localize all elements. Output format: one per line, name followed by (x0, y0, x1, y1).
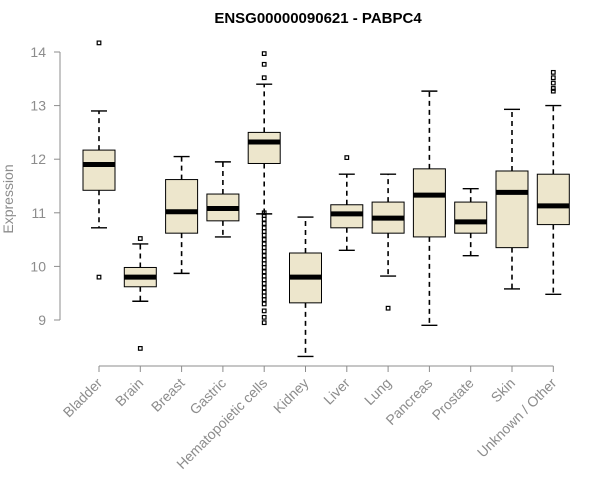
outlier-point (261, 273, 267, 279)
iqr-box (495, 170, 529, 249)
outlier-point (261, 51, 267, 57)
outlier-point (261, 225, 267, 231)
x-tick-label: Liver (320, 375, 353, 408)
x-tick-label: Lung (361, 375, 394, 408)
y-tick-label: 11 (31, 205, 46, 221)
outlier-point (261, 261, 267, 267)
box-group (371, 173, 405, 311)
outlier-point (261, 237, 267, 243)
iqr-box (165, 179, 199, 234)
box-group (123, 236, 157, 351)
outlier-point (550, 69, 556, 75)
outlier-point (261, 248, 267, 254)
outlier-point (261, 221, 267, 226)
outlier-point (261, 277, 267, 283)
y-tick-label: 13 (30, 98, 46, 114)
outlier-point (261, 257, 267, 263)
outlier-point (261, 216, 267, 222)
iqr-box (454, 201, 488, 234)
outlier-point (261, 213, 267, 218)
y-axis: 9 10 11 12 13 14 (30, 44, 61, 328)
box-group (82, 40, 116, 280)
box-group (495, 108, 529, 290)
box-group (206, 161, 240, 238)
box-group (165, 155, 199, 275)
box-group (412, 90, 446, 327)
y-tick-label: 9 (38, 312, 46, 328)
x-tick-label: Brain (112, 375, 146, 409)
outlier-point (550, 86, 556, 91)
outlier-point (261, 245, 267, 251)
x-tick-label: Prostate (429, 375, 477, 423)
outlier-point (96, 40, 102, 46)
box-group (454, 187, 488, 257)
outlier-point (385, 305, 391, 311)
outlier-point (261, 293, 267, 299)
y-tick-label: 12 (30, 151, 46, 167)
outlier-point (261, 229, 267, 234)
iqr-box (412, 168, 446, 238)
box-group (536, 69, 570, 295)
outlier-point (261, 314, 267, 320)
outlier-point (137, 236, 143, 241)
x-tick-label: Kidney (270, 375, 312, 417)
outlier-point (261, 297, 267, 303)
outlier-point (137, 346, 143, 351)
outlier-point (261, 308, 267, 314)
x-tick-label: Bladder (60, 375, 106, 421)
outlier-point (261, 253, 267, 259)
y-tick-label: 10 (30, 258, 46, 274)
outlier-point (261, 289, 267, 295)
outlier-point (96, 274, 102, 280)
outlier-point (550, 88, 556, 94)
chart-title: ENSG00000090621 - PABPC4 (214, 10, 422, 27)
x-tick-label: Skin (488, 375, 519, 406)
outlier-point (261, 61, 267, 67)
box-group (289, 216, 322, 358)
outlier-point (344, 155, 350, 160)
outlier-point (261, 281, 267, 286)
outlier-point (261, 269, 267, 275)
outlier-point (261, 320, 267, 326)
box-series (82, 40, 570, 358)
box-group (247, 51, 281, 326)
y-tick-label: 14 (30, 44, 46, 60)
outlier-point (550, 80, 556, 86)
y-axis-label: Expression (0, 164, 16, 233)
outlier-point (261, 285, 267, 291)
iqr-box (247, 131, 281, 164)
iqr-box (536, 173, 570, 226)
x-tick-label: Breast (148, 375, 188, 415)
outlier-point (550, 75, 556, 81)
outlier-point (261, 75, 267, 81)
outlier-point (261, 232, 267, 238)
outlier-point (261, 210, 267, 216)
box-group (330, 155, 364, 252)
outlier-point (261, 265, 267, 270)
outlier-point (261, 241, 267, 247)
outlier-point (261, 301, 267, 307)
iqr-box (82, 149, 116, 191)
